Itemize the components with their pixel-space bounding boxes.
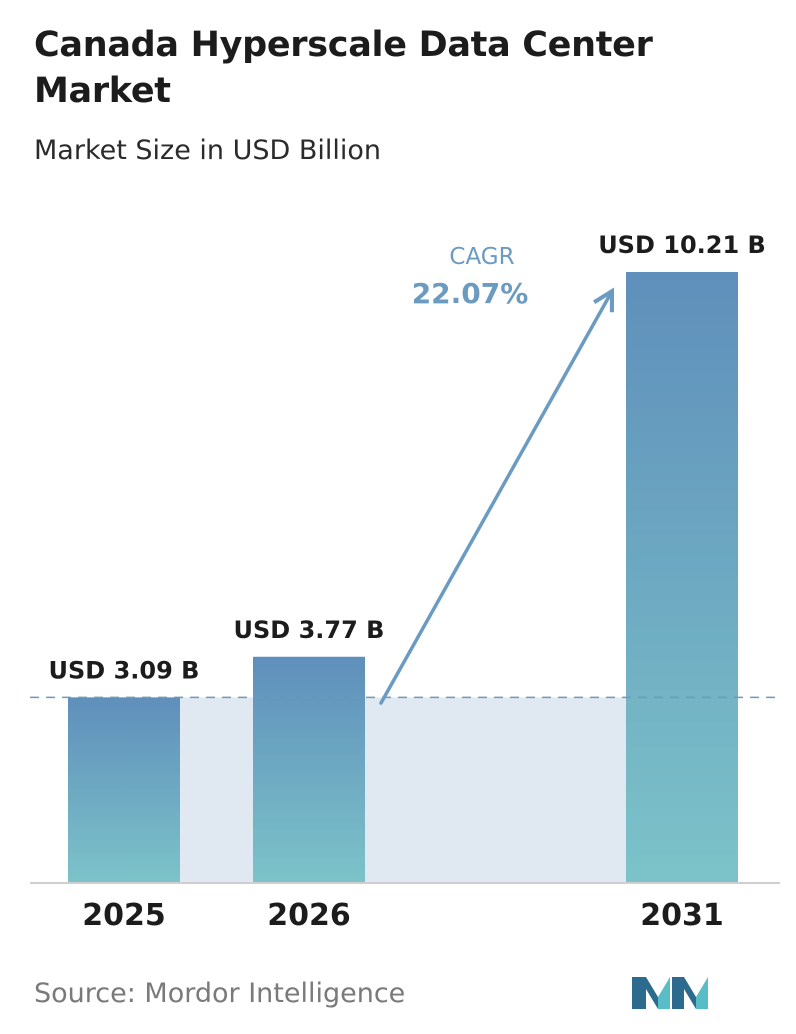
x-tick-label-2025: 2025: [82, 898, 166, 933]
source-text: Source: Mordor Intelligence: [34, 978, 406, 1009]
bar-2031: [626, 272, 738, 882]
data-label-2025: USD 3.09 B: [49, 656, 200, 684]
chart-title: Canada Hyperscale Data Center Market: [34, 25, 653, 111]
cagr-label: CAGR: [449, 244, 514, 270]
x-tick-label-2031: 2031: [640, 898, 724, 933]
mordor-intelligence-logo-icon: [632, 977, 708, 1009]
bar-2025: [68, 697, 180, 882]
chart-subtitle: Market Size in USD Billion: [34, 135, 382, 166]
data-label-2026: USD 3.77 B: [234, 616, 385, 644]
data-label-2031: USD 10.21 B: [598, 231, 766, 259]
cagr-value: 22.07%: [412, 277, 529, 310]
bar-chart: USD 3.09 B USD 3.77 B USD 10.21 B 2025 2026 2…: [30, 231, 782, 933]
bar-2026: [253, 656, 365, 882]
cagr-arrow: [379, 293, 611, 705]
x-tick-label-2026: 2026: [267, 898, 351, 933]
